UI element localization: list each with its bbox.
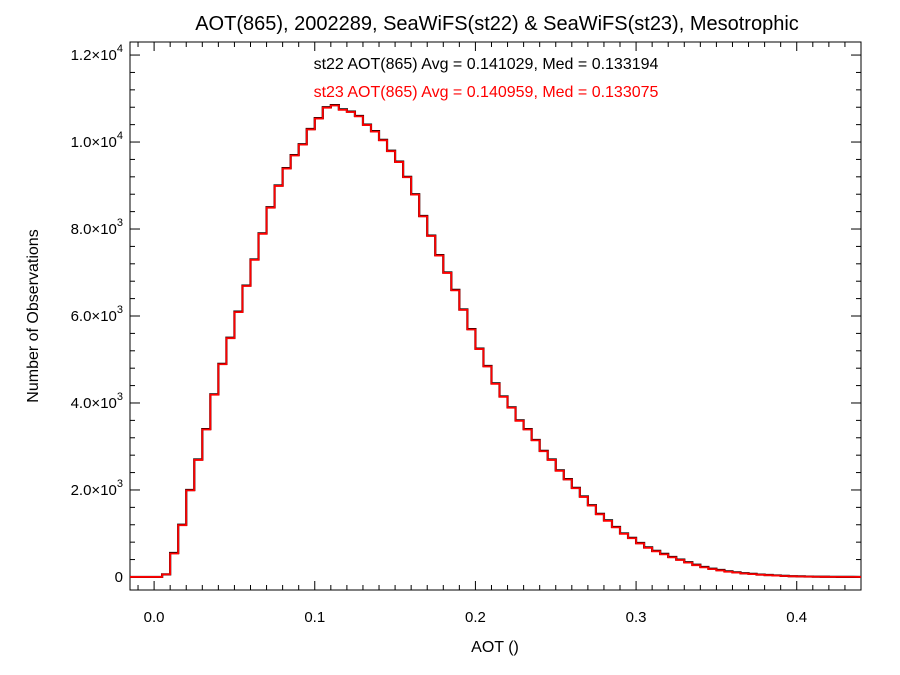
y-axis-label: Number of Observations	[25, 229, 42, 402]
x-axis-label: AOT ()	[471, 639, 519, 656]
y-tick-labels: 0 2.0×103 4.0×103 6.0×103 8.0×103 1.0×104 1.2×…	[71, 43, 123, 586]
annotation-st22: st22 AOT(865) Avg = 0.141029, Med = 0.13…	[314, 56, 659, 73]
y-tick-label: 1.0×104	[71, 130, 123, 151]
series-st23-histogram	[130, 104, 862, 578]
y-tick-label: 6.0×103	[71, 304, 123, 325]
y-tick-label: 2.0×103	[71, 478, 123, 499]
y-tick-label: 1.2×104	[71, 43, 123, 64]
x-tick-label: 0.0	[144, 609, 165, 626]
series-st22-histogram	[130, 103, 862, 579]
series-layer	[130, 103, 862, 579]
x-tick-label: 0.2	[465, 609, 486, 626]
annotation-st23: st23 AOT(865) Avg = 0.140959, Med = 0.13…	[314, 84, 659, 101]
y-tick-label: 0	[115, 569, 123, 586]
chart-title: AOT(865), 2002289, SeaWiFS(st22) & SeaWi…	[195, 13, 799, 35]
x-tick-label: 0.3	[626, 609, 647, 626]
y-tick-label: 8.0×103	[71, 217, 123, 238]
x-tick-labels: 0.0 0.1 0.2 0.3 0.4	[144, 609, 807, 626]
x-tick-label: 0.4	[786, 609, 807, 626]
x-tick-label: 0.1	[304, 609, 325, 626]
axis-ticks	[130, 42, 862, 590]
plot-frame	[129, 41, 862, 591]
y-tick-label: 4.0×103	[71, 391, 123, 412]
